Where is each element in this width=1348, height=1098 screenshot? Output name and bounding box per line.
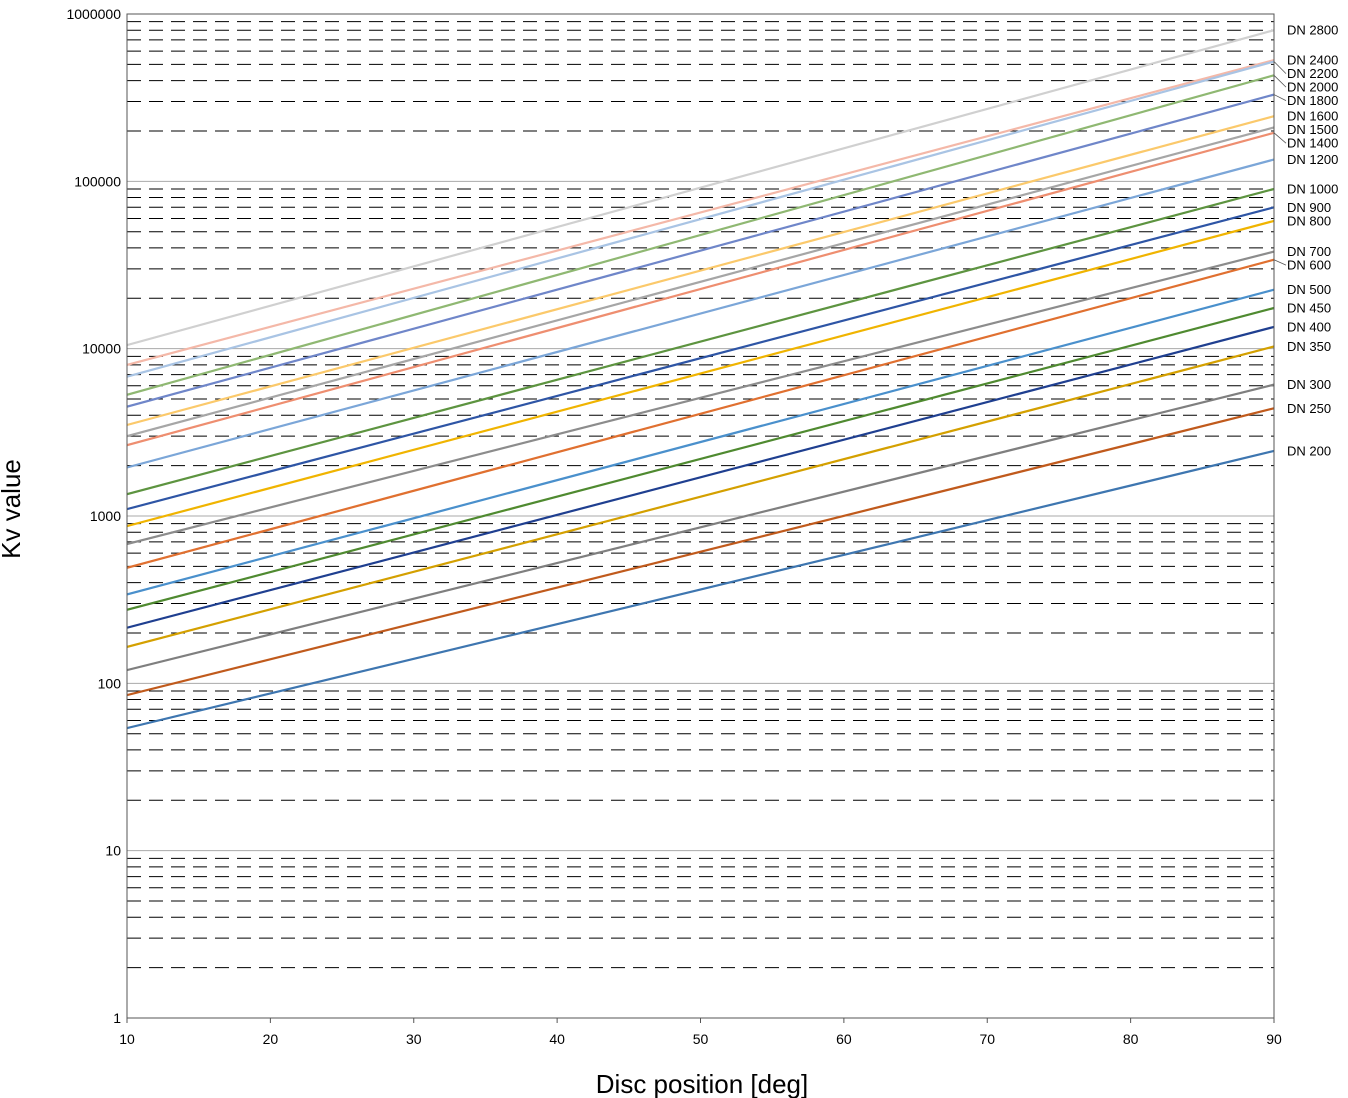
y-axis-title: Kv value xyxy=(0,459,26,559)
series-label-leader xyxy=(1273,75,1287,88)
y-tick-label: 1000000 xyxy=(66,6,121,22)
y-tick-label: 10000 xyxy=(82,341,121,357)
minor-gridlines xyxy=(127,21,1274,969)
series-line xyxy=(126,115,1275,427)
x-axis-title: Disc position [deg] xyxy=(596,1069,808,1098)
series-label: DN 350 xyxy=(1287,339,1331,354)
y-tick-label: 1000 xyxy=(90,508,121,524)
series-label: DN 600 xyxy=(1287,258,1331,273)
series-line xyxy=(126,126,1275,438)
x-axis-ticks: 10 20 30 40 50 60 70 80 90 xyxy=(119,1018,1282,1047)
series-line xyxy=(126,131,1275,447)
series-line xyxy=(126,306,1275,611)
series-line xyxy=(126,383,1275,672)
series-line xyxy=(126,59,1275,366)
series-line xyxy=(126,60,1275,378)
y-tick-label: 100000 xyxy=(74,173,121,189)
series-label: DN 450 xyxy=(1287,300,1331,315)
x-tick-label: 50 xyxy=(693,1031,709,1047)
series-line xyxy=(126,93,1275,408)
x-tick-label: 30 xyxy=(406,1031,422,1047)
series-line xyxy=(126,158,1275,469)
series-line xyxy=(126,187,1275,496)
y-tick-label: 1 xyxy=(113,1010,121,1026)
series-lines xyxy=(126,29,1275,730)
series-line xyxy=(126,219,1275,528)
series-line xyxy=(126,407,1275,697)
x-tick-label: 60 xyxy=(836,1031,852,1047)
series-line xyxy=(126,325,1275,629)
y-tick-label: 10 xyxy=(105,843,121,859)
series-label: DN 300 xyxy=(1287,377,1331,392)
series-label: DN 2400 xyxy=(1287,53,1338,68)
major-gridlines xyxy=(127,13,1274,1019)
y-tick-label: 100 xyxy=(98,675,122,691)
y-axis-ticks: 1 10 100 1000 10000 100000 1000000 xyxy=(66,6,121,1026)
series-line xyxy=(126,74,1275,396)
series-line xyxy=(126,288,1275,596)
series-line xyxy=(126,345,1275,648)
series-label: DN 700 xyxy=(1287,244,1331,259)
series-label: DN 2200 xyxy=(1287,66,1338,81)
x-tick-label: 40 xyxy=(549,1031,565,1047)
series-label: DN 1200 xyxy=(1287,152,1338,167)
series-label-leader xyxy=(1273,132,1287,144)
series-line xyxy=(126,449,1275,730)
series-label: DN 2800 xyxy=(1287,23,1338,38)
series-label: DN 1500 xyxy=(1287,122,1338,137)
x-tick-label: 90 xyxy=(1266,1031,1282,1047)
series-label: DN 800 xyxy=(1287,213,1331,228)
series-label-leader xyxy=(1273,61,1287,74)
series-label-leader xyxy=(1273,94,1287,101)
x-tick-label: 70 xyxy=(979,1031,995,1047)
x-tick-label: 80 xyxy=(1123,1031,1139,1047)
series-label: DN 1600 xyxy=(1287,109,1338,124)
series-label: DN 1400 xyxy=(1287,136,1338,151)
series-label: DN 500 xyxy=(1287,282,1331,297)
series-line xyxy=(126,206,1275,511)
series-label-leader xyxy=(1273,259,1287,266)
x-tick-label: 20 xyxy=(263,1031,279,1047)
series-label: DN 900 xyxy=(1287,200,1331,215)
series-label: DN 250 xyxy=(1287,401,1331,416)
series-line xyxy=(126,29,1275,347)
series-line xyxy=(126,258,1275,569)
series-label: DN 2000 xyxy=(1287,80,1338,95)
series-label: DN 200 xyxy=(1287,443,1331,458)
series-label: DN 1800 xyxy=(1287,93,1338,108)
series-label: DN 400 xyxy=(1287,319,1331,334)
series-line xyxy=(126,250,1275,546)
series-label: DN 1000 xyxy=(1287,181,1338,196)
x-tick-label: 10 xyxy=(119,1031,135,1047)
